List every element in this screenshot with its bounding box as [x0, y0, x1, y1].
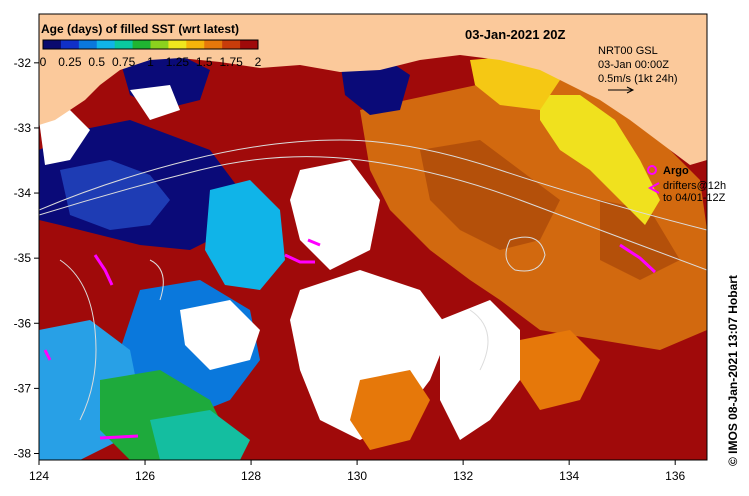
colorbar-tick-label: 1.5 [196, 55, 213, 69]
colorbar-tick-label: 0.5 [88, 55, 105, 69]
y-tick-label: -34 [14, 186, 32, 200]
colorbar-swatch [96, 40, 116, 49]
teal-region-south [150, 410, 250, 460]
x-tick-label: 128 [241, 469, 261, 483]
x-tick-label: 130 [347, 469, 367, 483]
orange-patches-south [350, 330, 600, 450]
date-title: 03-Jan-2021 20Z [465, 27, 566, 42]
drifter-track [619, 243, 657, 274]
drifter-track [99, 434, 139, 440]
info-line-1: NRT00 GSL [598, 45, 658, 57]
colorbar-tick-label: 0 [40, 55, 47, 69]
x-tick-label: 126 [135, 469, 155, 483]
colorbar-tick-label: 1.25 [166, 55, 190, 69]
y-axis: -32 -33 -34 -35 -36 -37 -38 [14, 56, 39, 460]
colorbar-tick-label: 0.25 [58, 55, 82, 69]
colorbar-title: Age (days) of filled SST (wrt latest) [41, 22, 239, 36]
x-tick-label: 136 [665, 469, 685, 483]
colorbar-swatch [240, 40, 259, 49]
no-data-south-west-center [180, 300, 260, 370]
colorbar-swatch [150, 40, 169, 49]
contour-line-1 [39, 156, 707, 271]
colorbar-swatch [60, 40, 80, 49]
contour-loop [505, 236, 546, 272]
sky-blue-region [205, 180, 285, 290]
plot-frame [38, 13, 708, 461]
drifter-track [307, 238, 321, 247]
drifters-label-1: drifters@12h [663, 180, 726, 192]
velocity-info: NRT00 GSL 03-Jan 00:00Z 0.5m/s (1kt 24h) [598, 45, 677, 94]
colorbar-tick-label: 0.75 [112, 55, 136, 69]
y-tick-label: -37 [14, 381, 32, 395]
x-tick-label: 134 [559, 469, 579, 483]
colorbar-tick-label: 1 [147, 55, 154, 69]
drifter-track [43, 349, 52, 361]
blue-region-west [60, 160, 170, 230]
drifter-track [93, 254, 114, 286]
y-tick-label: -38 [14, 446, 32, 460]
drifters-label-2: to 04/01-12Z [663, 192, 726, 204]
y-tick-label: -33 [14, 121, 32, 135]
x-tick-label: 124 [29, 469, 49, 483]
map-plot-area [39, 14, 707, 460]
drifter-marker-icon [647, 182, 660, 194]
colorbar-swatch [114, 40, 134, 49]
y-tick-label: -36 [14, 316, 32, 330]
argo-label: Argo [663, 165, 689, 177]
dark-orange-patches [420, 140, 680, 280]
colorbar-swatch [132, 40, 151, 49]
drifter-tracks [43, 238, 657, 440]
colorbar-frame [42, 39, 259, 50]
colorbar-swatch [43, 40, 62, 49]
colorbar-swatch [204, 40, 223, 49]
colorbar-tick-label: 1.75 [219, 55, 243, 69]
colorbar-swatch [168, 40, 187, 49]
info-line-3: 0.5m/s (1kt 24h) [598, 73, 677, 85]
contour-line-2 [39, 139, 707, 231]
colorbar-swatch [186, 40, 205, 49]
drifter-track [284, 253, 315, 264]
australia-land [39, 14, 707, 165]
credit-text: © IMOS 08-Jan-2021 13:07 Hobart [726, 275, 740, 466]
colorbar-swatch [222, 40, 241, 49]
x-tick-label: 132 [453, 469, 473, 483]
x-axis: 124 126 128 130 132 134 136 [29, 460, 686, 483]
colorbar-tick-label: 2 [255, 55, 262, 69]
yellow-coastal-band [540, 95, 660, 225]
colorbar-swatch [78, 40, 98, 49]
y-tick-label: -32 [14, 56, 32, 70]
colorbar-swatches [43, 40, 259, 49]
info-line-2: 03-Jan 00:00Z [598, 59, 669, 71]
argo-marker-icon [647, 165, 657, 175]
colorbar-ticks: 0 0.25 0.5 0.75 1 1.25 1.5 1.75 2 [40, 55, 262, 69]
no-data-west-coast [39, 110, 90, 165]
no-data-north [130, 85, 180, 120]
argo-legend: Argo drifters@12h to 04/01-12Z [647, 165, 726, 204]
velocity-scale-arrow-icon [608, 86, 635, 94]
y-tick-label: -35 [14, 251, 32, 265]
contour-line-3 [59, 259, 489, 421]
